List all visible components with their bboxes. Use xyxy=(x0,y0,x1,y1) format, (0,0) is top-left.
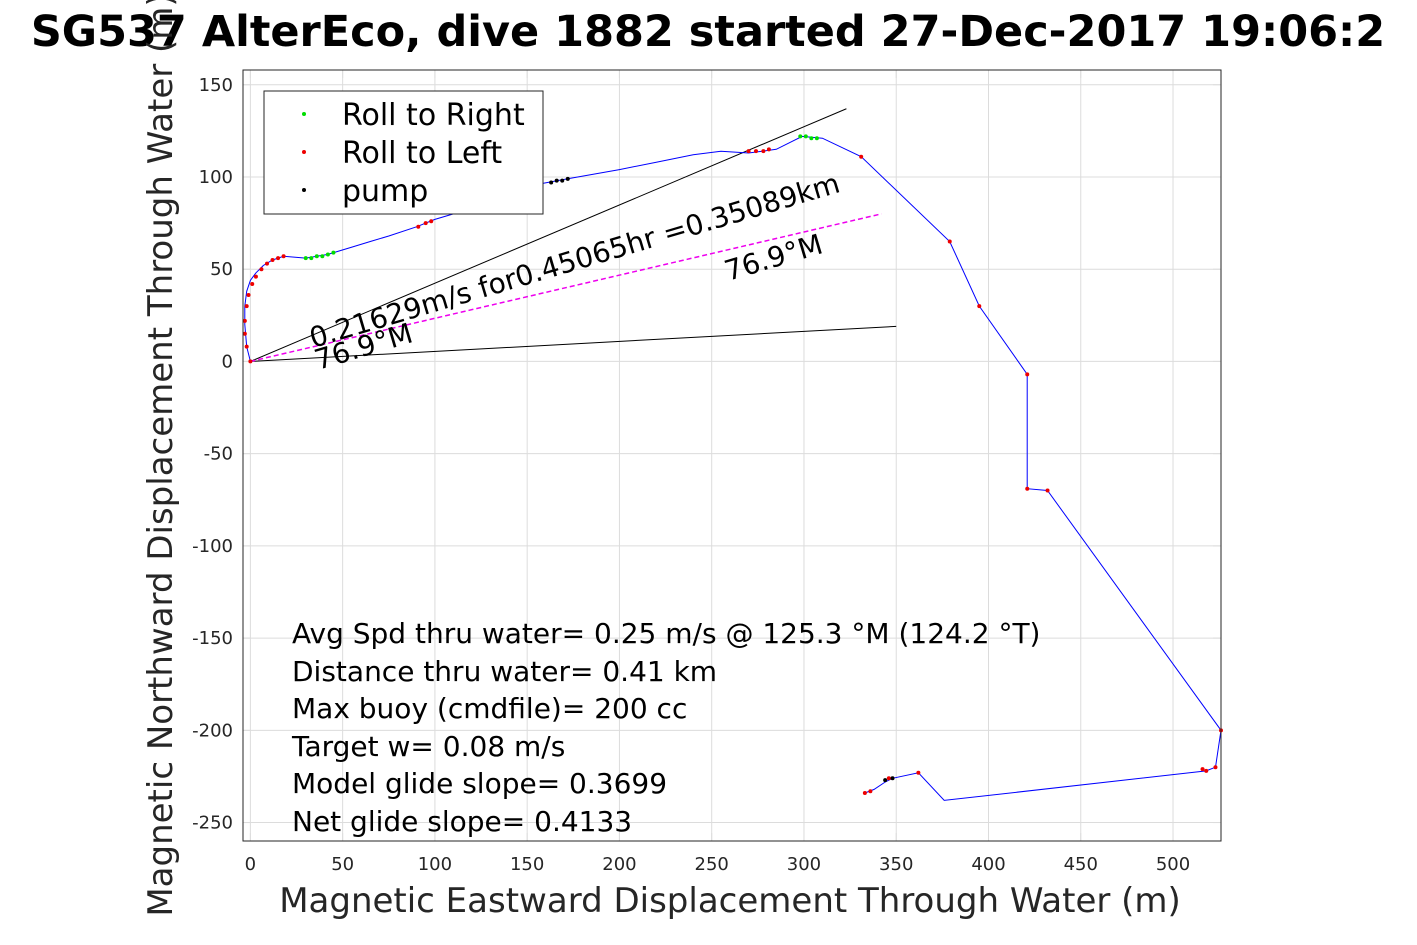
y-tick-label: -150 xyxy=(192,628,233,649)
roll-left-point xyxy=(859,154,864,159)
y-axis-label: Magnetic Northward Displacement Through … xyxy=(141,0,181,917)
pump-point xyxy=(549,180,554,185)
pump-point xyxy=(554,178,559,183)
roll-left-point xyxy=(244,304,249,309)
roll-right-point xyxy=(798,134,803,139)
y-tick-labels: 150 100 50 0 -50 -100 -150 -200 -250 xyxy=(192,75,233,834)
roll-right-point xyxy=(814,136,819,141)
pump-markers xyxy=(549,176,895,783)
legend-label-roll-left: Roll to Left xyxy=(342,136,502,171)
roll-left-markers xyxy=(242,147,1223,796)
current-vector-line xyxy=(250,213,882,363)
roll-right-point xyxy=(809,136,814,141)
annotation-block: Avg Spd thru water= 0.25 m/s @ 125.3 °M … xyxy=(291,617,1040,838)
y-tick-label: 150 xyxy=(199,75,233,96)
roll-left-point xyxy=(429,219,434,224)
roll-left-point xyxy=(242,318,247,323)
roll-right-point xyxy=(309,256,314,261)
roll-left-point xyxy=(259,267,264,272)
y-tick-label: -100 xyxy=(192,536,233,557)
y-tick-label: -50 xyxy=(204,444,233,465)
roll-left-point xyxy=(250,281,255,286)
heading-line xyxy=(250,325,897,362)
roll-left-point xyxy=(1213,765,1218,770)
roll-left-point xyxy=(746,149,751,154)
plot-frame xyxy=(242,69,1222,842)
annotation-distance: Distance thru water= 0.41 km xyxy=(292,655,717,688)
glider-track-line xyxy=(244,135,1222,801)
x-tick-label: 350 xyxy=(879,854,913,875)
current-vector xyxy=(250,213,882,363)
roll-left-point xyxy=(248,359,253,364)
pump-point xyxy=(890,776,895,781)
roll-left-point xyxy=(1204,768,1209,773)
roll-left-point xyxy=(1025,486,1030,491)
legend-marker-roll-right xyxy=(302,112,306,116)
y-tick-label: 0 xyxy=(222,351,233,372)
annotation-target-w: Target w= 0.08 m/s xyxy=(291,730,565,763)
y-tick-label: 50 xyxy=(210,259,233,280)
pump-point xyxy=(560,178,565,183)
roll-left-point xyxy=(264,261,269,266)
roll-left-point xyxy=(947,239,952,244)
x-tick-label: 0 xyxy=(245,854,256,875)
roll-left-point xyxy=(246,293,251,298)
roll-right-markers xyxy=(303,134,819,261)
y-tick-label: -200 xyxy=(192,720,233,741)
legend-box xyxy=(263,90,544,215)
roll-left-point xyxy=(1045,488,1050,493)
roll-left-point xyxy=(862,791,867,796)
roll-left-point xyxy=(253,274,258,279)
roll-left-point xyxy=(242,331,247,336)
roll-left-point xyxy=(761,149,766,154)
x-tick-label: 300 xyxy=(787,854,821,875)
roll-left-point xyxy=(886,776,891,781)
roll-left-point xyxy=(868,789,873,794)
roll-right-point xyxy=(314,254,319,259)
roll-right-point xyxy=(331,250,336,255)
annotation-avg-speed: Avg Spd thru water= 0.25 m/s @ 125.3 °M … xyxy=(292,617,1040,650)
x-tick-label: 100 xyxy=(418,854,452,875)
x-tick-label: 50 xyxy=(331,854,354,875)
roll-left-point xyxy=(281,254,286,259)
annotation-net-glide-slope: Net glide slope= 0.4133 xyxy=(292,805,632,838)
y-tick-label: 100 xyxy=(199,167,233,188)
x-axis-label: Magnetic Eastward Displacement Through W… xyxy=(279,881,1181,921)
roll-right-point xyxy=(320,254,325,259)
x-tick-label: 450 xyxy=(1064,854,1098,875)
legend-marker-pump xyxy=(302,188,306,192)
roll-left-point xyxy=(766,147,771,152)
x-tick-labels: 0 50 100 150 200 250 300 350 400 450 500 xyxy=(245,854,1191,875)
x-tick-label: 150 xyxy=(510,854,544,875)
roll-right-point xyxy=(803,134,808,139)
legend: Roll to Right Roll to Left pump xyxy=(263,90,544,215)
roll-left-point xyxy=(753,149,758,154)
roll-right-point xyxy=(303,256,308,261)
roll-left-point xyxy=(423,221,428,226)
y-tick-label: -250 xyxy=(192,813,233,834)
roll-left-point xyxy=(1200,767,1205,772)
pump-point xyxy=(883,778,888,783)
legend-marker-roll-left xyxy=(302,150,306,154)
roll-right-point xyxy=(325,252,330,257)
x-tick-label: 200 xyxy=(602,854,636,875)
roll-left-point xyxy=(977,304,982,309)
pump-point xyxy=(565,176,570,181)
roll-left-point xyxy=(416,224,421,229)
roll-left-point xyxy=(270,257,275,262)
grid xyxy=(243,70,1221,841)
roll-left-point xyxy=(916,770,921,775)
x-tick-label: 500 xyxy=(1156,854,1190,875)
x-tick-label: 400 xyxy=(971,854,1005,875)
legend-label-roll-right: Roll to Right xyxy=(342,98,525,133)
annotation-max-buoy: Max buoy (cmdfile)= 200 cc xyxy=(292,692,687,725)
legend-label-pump: pump xyxy=(342,174,428,209)
chart-title: SG537 AlterEco, dive 1882 started 27-Dec… xyxy=(31,7,1385,57)
annotation-model-glide-slope: Model glide slope= 0.3699 xyxy=(292,767,667,800)
roll-left-point xyxy=(276,256,281,261)
roll-left-point xyxy=(1025,372,1030,377)
roll-left-point xyxy=(244,344,249,349)
x-tick-label: 250 xyxy=(695,854,729,875)
